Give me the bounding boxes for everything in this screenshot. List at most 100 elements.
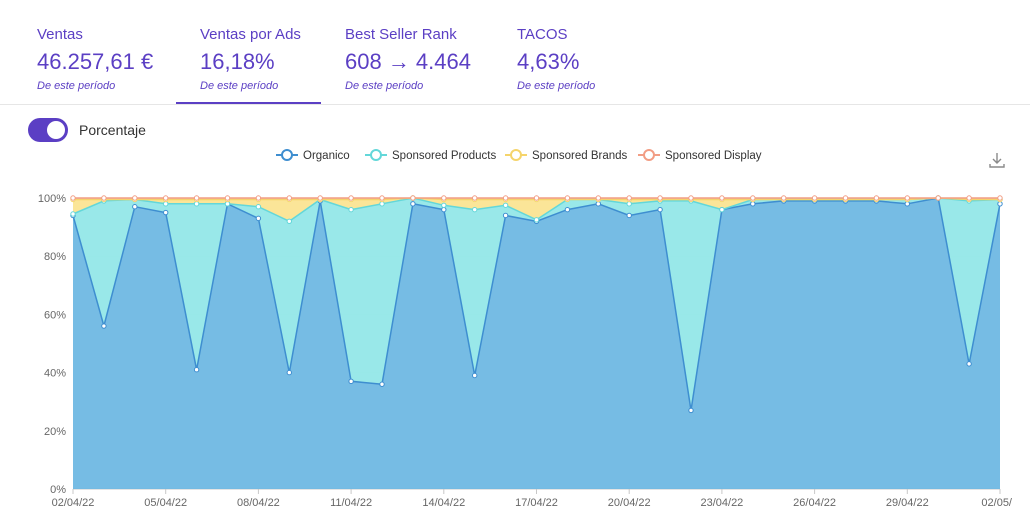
x-tick-label: 08/04/22 [237,497,280,509]
y-tick-label: 100% [38,193,66,205]
point-organico [101,323,107,329]
kpi-best-seller-rank[interactable]: Best Seller Rank 608 → 4.464 De este per… [345,26,471,92]
legend-swatch-marker [370,149,382,161]
point-sponsored-products [286,218,292,224]
kpi-tacos[interactable]: TACOS 4,63% De este período [517,26,595,92]
download-icon[interactable] [987,150,1007,170]
point-sponsored-products [441,202,447,208]
point-sponsored-display [811,195,818,201]
kpi-subtitle: De este período [345,80,424,92]
x-tick-label: 02/04/22 [52,497,95,509]
point-organico [441,206,447,213]
toggle-label: Porcentaje [79,122,146,138]
point-sponsored-display [348,195,354,201]
point-organico [966,361,972,367]
point-sponsored-display [842,195,849,201]
legend-swatch-marker [510,149,522,161]
point-organico [564,206,571,213]
x-tick-label: 11/04/22 [330,497,372,509]
point-sponsored-display [657,195,663,201]
x-tick-label: 14/04/22 [422,497,465,509]
point-sponsored-products [163,201,169,207]
point-organico [750,201,756,207]
point-sponsored-display [132,195,138,201]
point-organico [163,209,169,216]
point-organico [286,369,292,376]
point-sponsored-display [317,195,323,201]
point-sponsored-products [502,202,509,208]
point-sponsored-display [286,195,292,201]
point-sponsored-products [379,201,385,207]
kpi-subtitle: De este período [37,80,116,92]
kpi-value: 608 → 4.464 [345,49,471,74]
kpi-value: 46.257,61 € [37,49,154,74]
point-sponsored-products [719,206,725,213]
point-sponsored-display [966,195,972,201]
kpi-subtitle: De este período [517,80,596,92]
point-sponsored-display [873,195,880,201]
point-sponsored-display [781,195,787,201]
area-sponsored-products [73,198,1000,411]
point-sponsored-products [224,201,231,207]
point-organico [904,201,910,207]
point-organico [688,407,694,414]
point-organico [997,201,1003,207]
point-sponsored-display [595,195,601,201]
point-sponsored-display [502,195,509,201]
x-tick-label: 02/05/ [981,497,1013,509]
point-sponsored-display [101,195,107,201]
x-tick-label: 17/04/22 [515,497,558,509]
point-organico [348,378,354,385]
kpi-ventas[interactable]: Ventas 46.257,61 € De este período [37,26,153,92]
point-sponsored-display [441,195,447,201]
kpi-value: 4,63% [517,49,580,74]
point-sponsored-products [626,201,632,207]
point-sponsored-display [163,195,169,201]
kpi-value: 16,18% [200,49,275,74]
point-sponsored-display [904,195,910,201]
x-tick-label: 23/04/22 [700,497,743,509]
point-sponsored-products [193,201,200,207]
toggle-switch[interactable] [28,118,68,142]
point-sponsored-display [533,195,540,201]
x-tick-label: 26/04/22 [793,497,836,509]
point-sponsored-display [379,195,385,201]
point-sponsored-display [410,195,416,201]
legend-label: Organico [303,150,350,162]
point-sponsored-display [719,195,725,201]
point-organico [379,381,385,387]
toggle-knob [47,121,65,139]
point-sponsored-products [348,206,354,213]
legend-swatch-marker [281,149,293,161]
point-organico [132,204,138,210]
point-organico [595,201,601,207]
y-tick-label: 20% [44,426,66,438]
percentage-toggle[interactable]: Porcentaje [28,118,146,142]
point-organico [626,212,632,219]
point-sponsored-display [626,195,632,201]
point-sponsored-display [472,195,478,201]
legend-label: Sponsored Display [665,150,762,162]
x-tick-label: 20/04/22 [608,497,651,509]
point-sponsored-products [533,217,540,223]
point-organico [410,201,416,207]
point-sponsored-display [750,195,756,201]
kpi-label: Ventas [37,26,83,43]
point-sponsored-products [70,211,76,217]
point-organico [255,215,262,222]
kpi-label: Best Seller Rank [345,26,457,43]
area-sponsored-brands [73,198,1000,222]
kpi-label: TACOS [517,26,568,43]
x-tick-label: 05/04/22 [144,497,187,509]
point-sponsored-display [255,195,262,201]
kpi-ventas-por-ads[interactable]: Ventas por Ads 16,18% De este período [200,26,301,92]
area-organico [73,198,1000,489]
point-organico [193,366,200,373]
point-sponsored-products [255,204,262,210]
legend-label: Sponsored Products [392,150,496,162]
point-organico [472,372,478,379]
point-sponsored-display [997,195,1003,201]
kpi-label: Ventas por Ads [200,26,301,43]
point-sponsored-display [224,195,231,201]
kpi-header: Ventas 46.257,61 € De este período Venta… [0,0,1030,105]
